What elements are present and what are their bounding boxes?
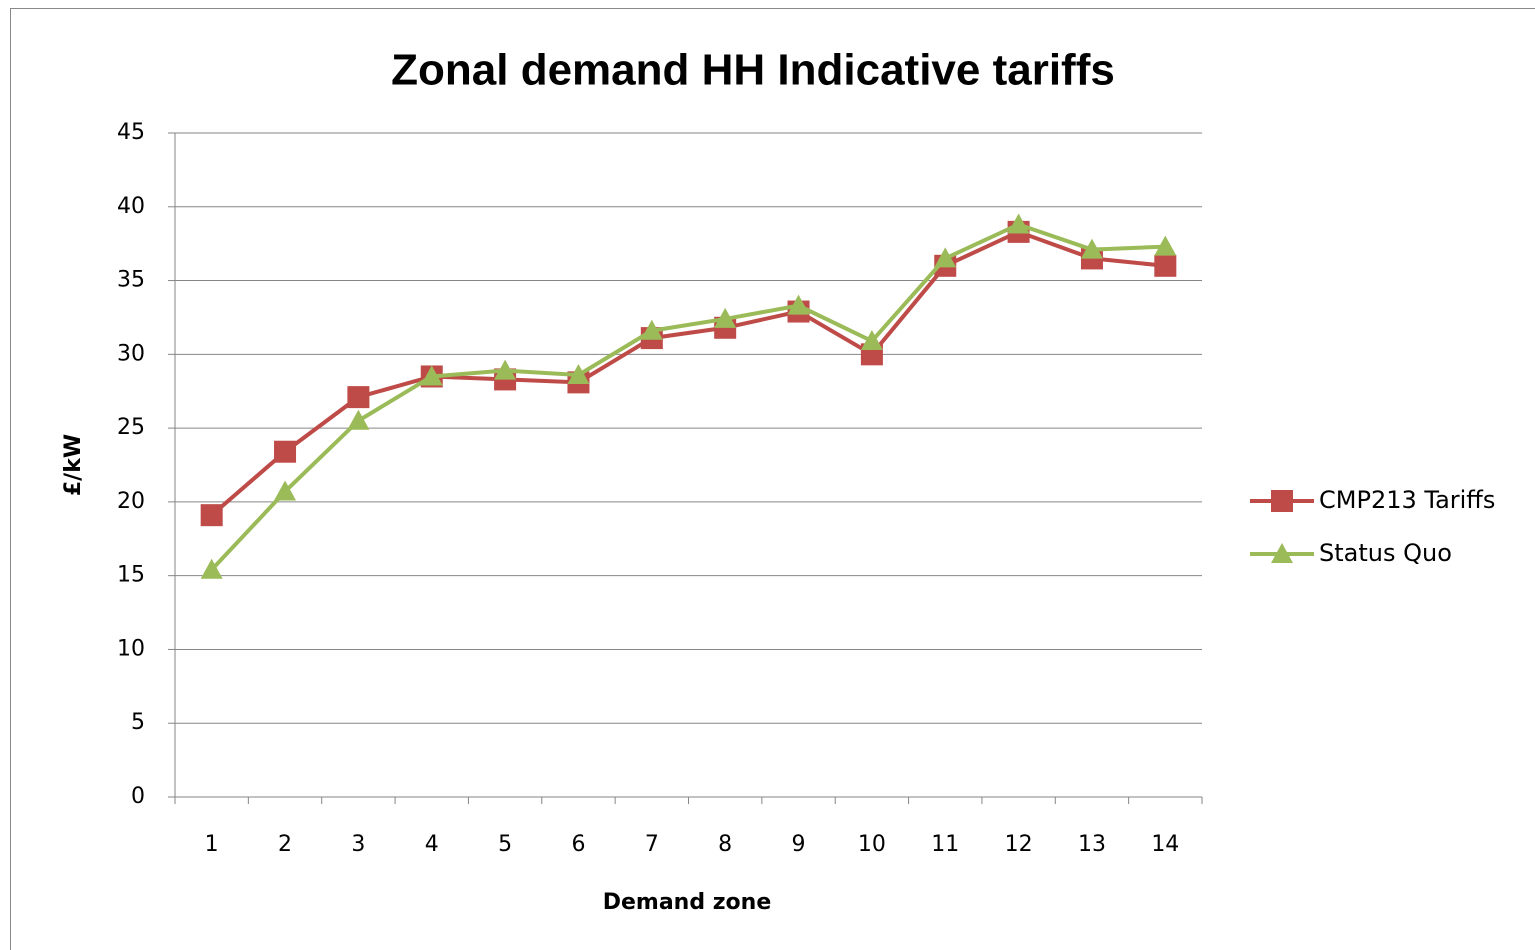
legend-label: Status Quo — [1319, 539, 1452, 567]
x-tick-label: 5 — [498, 832, 512, 857]
chart-frame — [10, 8, 1535, 950]
point-marker — [934, 247, 957, 268]
y-tick-label: 40 — [117, 194, 145, 219]
x-tick-label: 1 — [205, 832, 219, 857]
x-tick-label: 3 — [351, 832, 365, 857]
y-tick-label: 10 — [117, 636, 145, 661]
y-tick-label: 45 — [117, 120, 145, 145]
x-tick-label: 9 — [792, 832, 806, 857]
x-tick-label: 4 — [425, 832, 439, 857]
point-marker — [274, 480, 297, 501]
x-tick-label: 12 — [1005, 832, 1033, 857]
x-axis-label: Demand zone — [603, 890, 772, 915]
legend-label: CMP213 Tariffs — [1319, 486, 1495, 514]
y-axis-label: £/kW — [61, 434, 86, 496]
point-marker — [420, 365, 443, 386]
point-marker — [347, 386, 370, 409]
point-marker — [274, 440, 297, 463]
series-line — [210, 229, 1166, 517]
chart-title: Zonal demand HH Indicative tariffs — [391, 46, 1115, 95]
x-tick-label: 7 — [645, 832, 659, 857]
y-tick-label: 30 — [117, 341, 145, 366]
point-marker — [714, 307, 737, 328]
point-marker — [1080, 238, 1103, 259]
y-tick-label: 15 — [117, 563, 145, 588]
y-tick-label: 5 — [131, 710, 145, 735]
point-marker — [567, 363, 590, 384]
point-marker — [1154, 235, 1177, 256]
x-tick-label: 13 — [1078, 832, 1106, 857]
legend-marker — [1271, 543, 1293, 563]
x-tick-label: 6 — [571, 832, 585, 857]
series-line — [210, 222, 1166, 572]
point-marker — [347, 409, 370, 430]
x-tick-label: 10 — [858, 832, 886, 857]
point-marker — [860, 330, 883, 351]
y-tick-label: 35 — [117, 268, 145, 293]
point-marker — [1007, 213, 1030, 234]
x-tick-label: 14 — [1151, 832, 1179, 857]
point-marker — [200, 504, 223, 527]
point-marker — [787, 294, 810, 315]
x-tick-label: 8 — [718, 832, 732, 857]
point-marker — [640, 319, 663, 340]
point-marker — [1154, 254, 1177, 277]
legend-marker — [1271, 490, 1293, 512]
x-tick-label: 11 — [931, 832, 959, 857]
point-marker — [200, 558, 223, 579]
y-tick-label: 0 — [131, 784, 145, 809]
point-marker — [494, 359, 517, 380]
y-tick-label: 20 — [117, 489, 145, 514]
x-tick-label: 2 — [278, 832, 292, 857]
y-tick-label: 25 — [117, 415, 145, 440]
